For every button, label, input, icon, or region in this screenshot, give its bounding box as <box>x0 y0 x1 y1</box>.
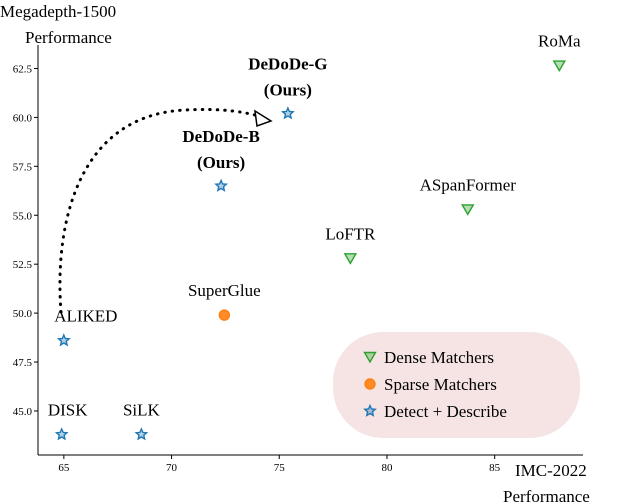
y-tick-label: 47.5 <box>13 357 33 369</box>
point-label: SuperGlue <box>188 281 261 300</box>
point-label: LoFTR <box>325 224 376 243</box>
point-label: (Ours) <box>264 80 312 99</box>
legend-label: Dense Matchers <box>384 348 494 367</box>
arrow <box>58 108 264 314</box>
y-tick-label: 50.0 <box>13 308 33 320</box>
point-label: DeDoDe-B <box>182 127 259 146</box>
arrow-head <box>254 109 273 128</box>
legend-label: Detect + Describe <box>384 402 507 421</box>
point <box>281 106 295 120</box>
point <box>54 427 69 441</box>
legend-marker <box>363 351 377 364</box>
y-tick-label: 57.5 <box>13 161 33 173</box>
point-label: ALIKED <box>54 307 117 326</box>
y-tick-label: 60.0 <box>13 112 33 124</box>
x-tick-label: 75 <box>274 462 286 474</box>
y-axis-label: Performance <box>25 28 112 47</box>
legend-box <box>333 332 580 438</box>
point <box>218 309 231 321</box>
legend-marker <box>363 403 377 417</box>
point-label: SiLK <box>123 400 161 419</box>
y-axis-label: Megadepth-1500 <box>0 2 116 21</box>
x-tick-label: 85 <box>489 462 501 474</box>
point <box>461 204 475 216</box>
y-tick-label: 45.0 <box>13 406 33 418</box>
point <box>343 253 358 265</box>
x-axis-label: Performance <box>503 487 590 504</box>
y-tick-label: 55.0 <box>13 210 33 222</box>
point <box>552 60 567 72</box>
point <box>134 427 149 441</box>
point-label: (Ours) <box>197 153 245 172</box>
point <box>214 178 228 192</box>
x-tick-label: 70 <box>166 462 178 474</box>
point-label: ASpanFormer <box>420 175 517 194</box>
point <box>56 333 71 347</box>
point-label: DISK <box>48 400 88 419</box>
point-label: RoMa <box>538 32 581 51</box>
x-tick-label: 80 <box>381 462 393 474</box>
x-tick-label: 65 <box>58 462 70 474</box>
x-axis-label: IMC-2022 <box>515 461 587 480</box>
legend-label: Sparse Matchers <box>384 375 497 394</box>
y-tick-label: 52.5 <box>13 259 33 271</box>
point-label: DeDoDe-G <box>248 54 327 73</box>
y-tick-label: 62.5 <box>13 63 33 75</box>
legend-marker <box>364 378 376 390</box>
